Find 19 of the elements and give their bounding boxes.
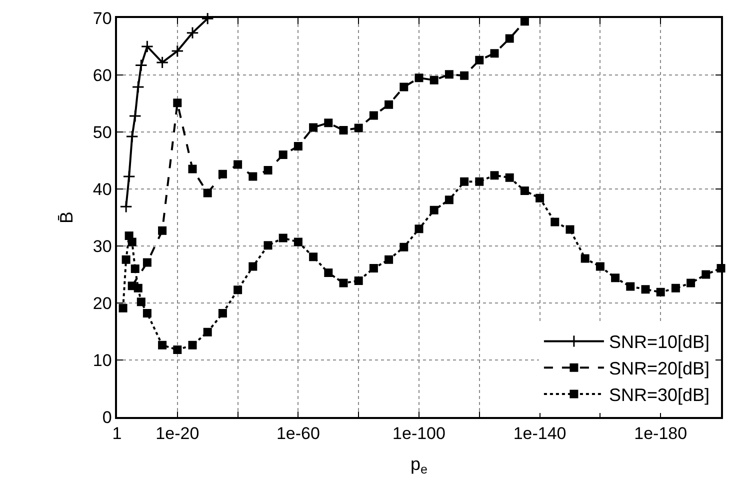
y-tick-label: 20 xyxy=(92,294,112,313)
y-tick-label: 40 xyxy=(92,180,112,199)
x-tick-label: 1e-140 xyxy=(513,424,566,444)
x-tick-label: 1 xyxy=(112,424,122,444)
y-tick-label: 60 xyxy=(92,66,112,85)
y-tick-label: 0 xyxy=(102,408,112,427)
y-tick-label: 50 xyxy=(92,122,112,142)
x-tick-label: 1e-60 xyxy=(276,424,320,444)
x-tick-label: 1e-20 xyxy=(156,424,200,444)
legend-label: SNR=10[dB] xyxy=(608,332,710,352)
y-tick-label: 70 xyxy=(92,8,112,28)
y-tick-label: 10 xyxy=(92,350,112,370)
x-axis-title: p$_{e}$ xyxy=(410,454,428,477)
x-tick-label: 1e-100 xyxy=(392,424,446,444)
legend-label: SNR=20[dB] xyxy=(608,358,710,379)
y-axis-title: B̄ xyxy=(56,211,77,224)
legend-label: SNR=30[dB] xyxy=(608,385,710,406)
x-tick-label: 1e-180 xyxy=(634,424,688,444)
y-tick-label: 30 xyxy=(92,236,112,256)
